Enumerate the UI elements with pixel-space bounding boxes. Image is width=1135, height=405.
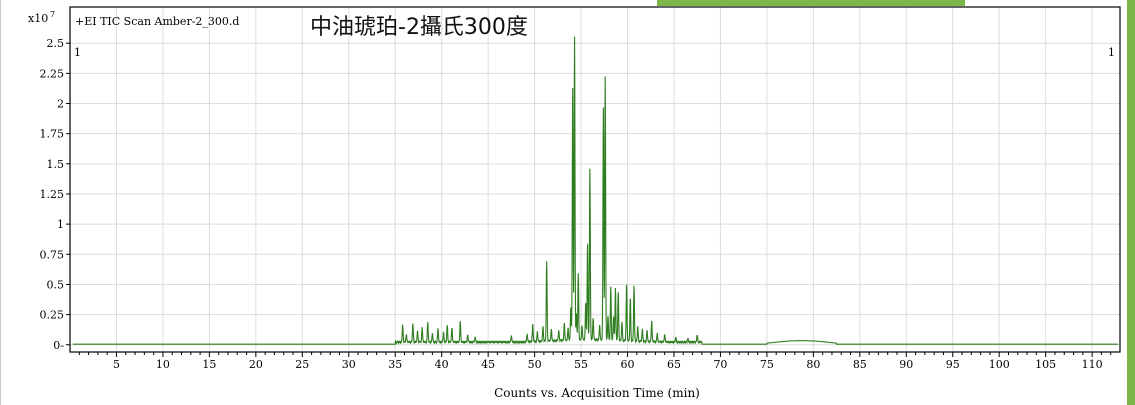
x-tick-label: 50 xyxy=(528,358,542,371)
x-tick-label: 70 xyxy=(713,358,727,371)
tic-trace-line xyxy=(73,37,1118,345)
chart-title: 中油琥珀-2攝氏300度 xyxy=(310,15,528,40)
y-tick-label: 1.5 xyxy=(47,158,65,171)
marker-right: 1 xyxy=(1108,46,1115,59)
y-tick-label: 0.5 xyxy=(47,278,65,291)
x-tick-label: 35 xyxy=(388,358,402,371)
scan-label: +EI TIC Scan Amber-2_300.d xyxy=(75,15,239,28)
y-tick-label: 1 xyxy=(57,218,64,231)
y-tick-label: 2.25 xyxy=(40,67,65,80)
x-tick-label: 65 xyxy=(667,358,681,371)
x-axis-ticks: 5 10 15 20 25 30 35 40 45 50 55 60 65 70 75 80 85 90 95 100… xyxy=(79,352,1110,371)
x-tick-label: 90 xyxy=(899,358,913,371)
y-multiplier-label: x10 xyxy=(28,12,48,25)
x-tick-label: 85 xyxy=(853,358,867,371)
x-tick-label: 10 xyxy=(156,358,170,371)
x-axis-label: Counts vs. Acquisition Time (min) xyxy=(494,386,700,400)
y-tick-label: 2.5 xyxy=(47,37,65,50)
x-tick-label: 100 xyxy=(989,358,1010,371)
x-tick-label: 15 xyxy=(202,358,216,371)
plot-frame xyxy=(70,7,1120,352)
marker-left: 1 xyxy=(74,46,81,59)
y-tick-label: 1.75 xyxy=(40,128,65,141)
x-tick-label: 60 xyxy=(621,358,635,371)
accent-bar-right xyxy=(1127,0,1135,405)
x-tick-label: 55 xyxy=(574,358,588,371)
y-tick-label: 0.25 xyxy=(40,309,65,322)
y-tick-label: 0- xyxy=(53,339,64,352)
y-tick-label: 1.25 xyxy=(40,188,65,201)
x-tick-label: 80 xyxy=(806,358,820,371)
x-tick-label: 95 xyxy=(946,358,960,371)
grid-lines xyxy=(70,7,1120,352)
y-tick-label: 0.75 xyxy=(40,248,65,261)
y-tick-label: 2 xyxy=(57,98,64,111)
x-tick-label: 25 xyxy=(295,358,309,371)
x-tick-label: 105 xyxy=(1035,358,1056,371)
x-tick-label: 5 xyxy=(113,358,120,371)
x-tick-label: 20 xyxy=(249,358,263,371)
x-tick-label: 110 xyxy=(1082,358,1103,371)
y-exponent-label: 7 xyxy=(50,10,55,19)
y-axis-ticks: 0- 0.25 0.5 0.75 1 1.25 1.5 1.75 2 2.25 2.5 xyxy=(40,37,71,352)
x-tick-label: 45 xyxy=(481,358,495,371)
x-tick-label: 75 xyxy=(760,358,774,371)
x-tick-label: 40 xyxy=(435,358,449,371)
x-tick-label: 30 xyxy=(342,358,356,371)
